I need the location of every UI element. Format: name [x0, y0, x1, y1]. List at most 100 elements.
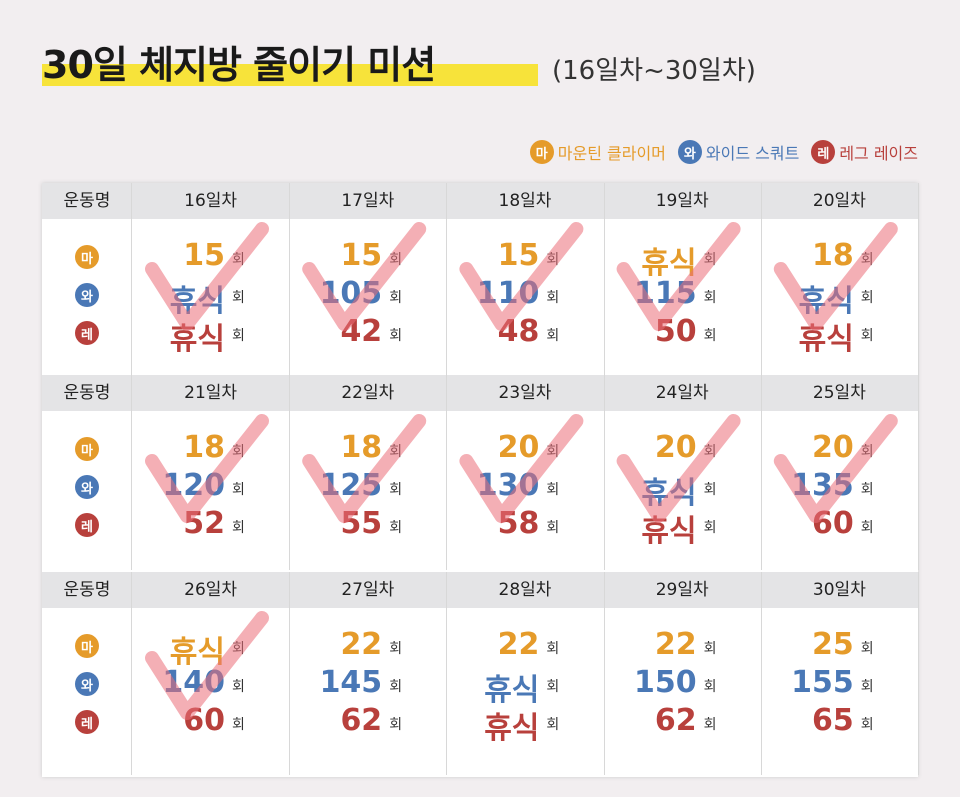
cell-value: 15: [183, 238, 225, 273]
cell-value: 135: [791, 468, 854, 503]
cell-value: 65: [812, 703, 854, 738]
column-divider: [918, 572, 919, 775]
cell-value: 42: [340, 314, 383, 349]
cell-unit: 회: [546, 482, 560, 498]
cell-unit: 회: [232, 328, 245, 344]
cell-value: 62: [340, 703, 383, 738]
cell-unit: 회: [389, 328, 403, 344]
cell-unit: 회: [546, 444, 560, 460]
column-divider: [131, 183, 132, 375]
legend-label: 마운틴 클라이머: [557, 144, 666, 163]
column-divider: [603, 183, 605, 375]
column-divider: [918, 375, 919, 570]
cell-value: 18: [812, 238, 854, 273]
row-header: 운동명: [63, 580, 111, 600]
column-divider: [603, 572, 605, 775]
exercise-badge: 레: [75, 710, 99, 734]
cell-value: 62: [654, 703, 697, 738]
cell-value: 125: [319, 468, 383, 503]
cell-value: 60: [812, 506, 854, 541]
cell-value: 18: [340, 430, 383, 465]
day-label: 18일차: [498, 191, 552, 211]
legend-label: 레그 레이즈: [839, 144, 918, 163]
cell-unit: 회: [232, 444, 245, 460]
legend-label: 와이드 스쿼트: [705, 144, 800, 163]
column-divider: [918, 183, 919, 375]
row-header: 운동명: [63, 383, 111, 403]
cell-unit: 회: [389, 290, 403, 306]
day-label: 16일차: [184, 191, 238, 211]
cell-unit: 회: [546, 520, 560, 536]
exercise-badge: 레: [75, 513, 99, 537]
cell-unit: 회: [232, 641, 245, 657]
cell-value: 58: [497, 506, 540, 541]
title: 30일 체지방 줄이기 미션: [42, 43, 436, 87]
schedule-table: 운동명 16일차 17일차 18일차 19일차 20일차 마 와 레 15 회 휴식 회 휴식 회 15 회 10…: [42, 183, 919, 777]
cell-unit: 회: [389, 482, 403, 498]
column-divider: [446, 572, 448, 775]
column-divider: [446, 183, 448, 375]
cell-unit: 회: [232, 290, 245, 306]
cell-unit: 회: [546, 641, 560, 657]
day-label: 29일차: [655, 580, 709, 600]
cell-unit: 회: [232, 717, 245, 733]
cell-unit: 회: [860, 482, 874, 498]
subtitle: (16일차~30일차): [552, 56, 756, 86]
cell-value: 50: [654, 314, 697, 349]
cell-unit: 회: [703, 328, 717, 344]
cell-value: 48: [497, 314, 540, 349]
cell-value: 60: [183, 703, 225, 738]
cell-unit: 회: [860, 679, 874, 695]
cell-value: 20: [497, 430, 540, 465]
day-label: 28일차: [498, 580, 552, 600]
cell-value: 105: [319, 276, 383, 311]
cell-unit: 회: [860, 520, 874, 536]
cell-unit: 회: [389, 444, 403, 460]
cell-value: 20: [654, 430, 697, 465]
exercise-badge: 레: [75, 321, 99, 345]
legend-badge: 와: [677, 140, 702, 164]
cell-unit: 회: [860, 641, 874, 657]
cell-value: 휴식: [484, 673, 540, 708]
day-label: 27일차: [341, 580, 395, 600]
day-label: 20일차: [812, 191, 866, 211]
cell-unit: 회: [389, 520, 403, 536]
cell-value: 110: [476, 276, 540, 311]
cell-unit: 회: [703, 717, 717, 733]
column-divider: [760, 375, 762, 570]
cell-unit: 회: [703, 520, 717, 536]
cell-value: 120: [162, 468, 225, 503]
legend-badge: 레: [811, 140, 836, 164]
title-highlight: [42, 64, 538, 86]
cell-value: 22: [654, 627, 697, 662]
cell-value: 140: [162, 665, 225, 700]
cell-value: 150: [633, 665, 697, 700]
cell-value: 휴식: [641, 514, 697, 549]
cell-value: 22: [497, 627, 540, 662]
cell-unit: 회: [703, 444, 717, 460]
legend-badge: 마: [529, 140, 554, 164]
legend: 마 마운틴 클라이머 와 와이드 스쿼트 레 레그 레이즈: [529, 140, 918, 164]
cell-unit: 회: [232, 679, 245, 695]
cell-value: 휴식: [484, 711, 540, 746]
legend-item: 레 레그 레이즈: [811, 140, 918, 164]
day-label: 17일차: [341, 191, 395, 211]
cell-unit: 회: [703, 290, 717, 306]
day-label: 24일차: [655, 383, 709, 403]
exercise-badge: 와: [75, 672, 99, 696]
exercise-badge: 마: [75, 437, 99, 461]
header-row: 운동명 26일차 27일차 28일차 29일차 30일차: [42, 572, 918, 608]
header-row: 운동명 16일차 17일차 18일차 19일차 20일차: [42, 183, 918, 219]
cell-unit: 회: [546, 328, 560, 344]
cell-unit: 회: [389, 641, 403, 657]
cell-value: 130: [476, 468, 540, 503]
exercise-badge: 마: [75, 245, 99, 269]
legend-item: 마 마운틴 클라이머: [529, 140, 666, 164]
cell-unit: 회: [703, 641, 717, 657]
cell-value: 20: [812, 430, 854, 465]
cell-unit: 회: [703, 679, 717, 695]
exercise-badge: 와: [75, 283, 99, 307]
cell-unit: 회: [860, 290, 874, 306]
day-label: 23일차: [498, 383, 552, 403]
